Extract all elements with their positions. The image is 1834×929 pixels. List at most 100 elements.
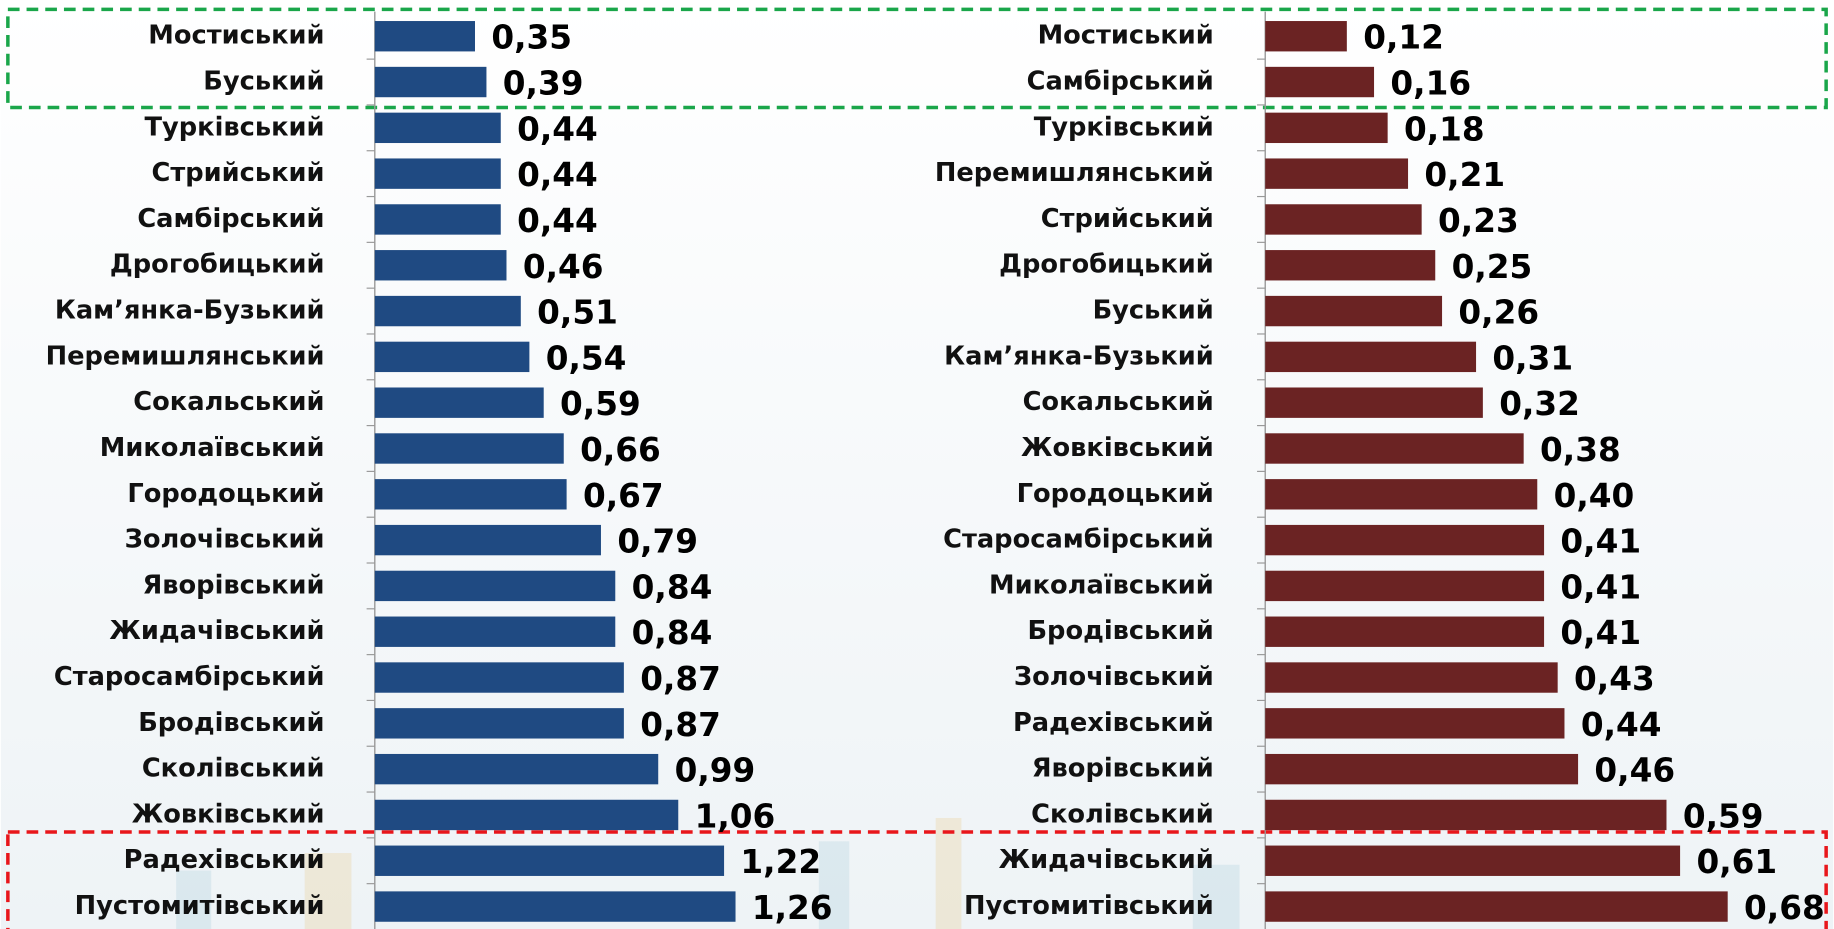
- bar: [374, 753, 659, 785]
- highlight-bottom: [6, 830, 1828, 929]
- value-label: 0,59: [560, 385, 641, 423]
- value-label: 0,68: [1744, 889, 1825, 927]
- value-label: 0,40: [1554, 477, 1635, 515]
- category-label: Золочівський: [125, 525, 325, 555]
- value-label: 0,61: [1696, 843, 1777, 881]
- bar: [374, 387, 544, 418]
- bar: [1265, 295, 1443, 327]
- value-label: 0,25: [1452, 248, 1533, 286]
- category-label: Жовківський: [132, 799, 325, 829]
- category-label: Яворівський: [1032, 754, 1214, 784]
- category-label: Старосамбірський: [54, 662, 325, 692]
- bar: [1265, 753, 1579, 785]
- bar: [1265, 708, 1565, 739]
- value-label: 0,67: [583, 477, 664, 515]
- bar: [1265, 799, 1667, 831]
- skyline: [176, 817, 1240, 929]
- category-label: Сколівський: [142, 754, 325, 784]
- value-label: 0,18: [1404, 110, 1485, 148]
- bar: [1265, 158, 1409, 189]
- category-label: Кам’янка-Бузький: [944, 341, 1214, 371]
- bar: [374, 433, 564, 464]
- value-label: 0,66: [580, 431, 661, 469]
- value-label: 0,12: [1363, 19, 1444, 57]
- category-label: Радехівський: [124, 845, 325, 875]
- value-label: 0,38: [1540, 431, 1621, 469]
- bar: [1265, 387, 1483, 418]
- category-label: Дрогобицький: [110, 250, 325, 280]
- bar: [374, 799, 679, 831]
- category-label: Городоцький: [127, 479, 324, 509]
- bar: [1265, 21, 1347, 52]
- value-label: 0,41: [1560, 614, 1641, 652]
- bar: [1265, 341, 1477, 373]
- category-label: Бродівський: [1027, 616, 1213, 646]
- category-label: Жидачівський: [109, 616, 324, 646]
- category-label: Самбірський: [1027, 67, 1214, 97]
- bar: [1265, 433, 1524, 464]
- bar: [1265, 112, 1388, 144]
- bar: [374, 479, 567, 510]
- category-label: Стрийський: [152, 158, 325, 188]
- highlight-top: [6, 7, 1828, 110]
- bar: [374, 66, 487, 98]
- value-label: 0,46: [1594, 752, 1675, 790]
- bar: [1265, 891, 1728, 922]
- category-label: Пустомитівський: [964, 891, 1214, 921]
- bar: [1265, 662, 1558, 693]
- value-label: 0,54: [546, 339, 627, 377]
- value-label: 0,44: [1581, 706, 1662, 744]
- value-label: 0,44: [517, 202, 598, 240]
- value-label: 0,41: [1560, 568, 1641, 606]
- category-label: Пустомитівський: [75, 891, 325, 921]
- category-label: Самбірський: [137, 204, 324, 234]
- bar: [1265, 570, 1545, 602]
- bar: [374, 21, 475, 52]
- category-label: Сколівський: [1031, 799, 1214, 829]
- bar: [374, 341, 530, 373]
- value-label: 0,44: [517, 110, 598, 148]
- bar: [374, 616, 616, 647]
- value-label: 0,26: [1458, 294, 1539, 332]
- category-label: Буський: [203, 67, 324, 97]
- value-label: 0,35: [491, 19, 572, 57]
- category-label: Радехівський: [1013, 708, 1214, 738]
- value-label: 0,84: [632, 614, 713, 652]
- value-label: 0,16: [1390, 65, 1471, 103]
- value-label: 0,84: [632, 568, 713, 606]
- category-label: Старосамбірський: [943, 525, 1214, 555]
- value-label: 0,44: [517, 156, 598, 194]
- bar: [1265, 616, 1545, 647]
- category-label: Сокальський: [133, 387, 324, 417]
- value-label: 0,39: [503, 65, 584, 103]
- bar: [1265, 524, 1545, 556]
- value-label: 0,32: [1499, 385, 1580, 423]
- category-label: Яворівський: [142, 570, 324, 600]
- bar: [374, 112, 501, 144]
- bar: [1265, 250, 1436, 281]
- category-label: Турківський: [144, 112, 324, 142]
- value-label: 0,87: [640, 660, 721, 698]
- category-label: Дрогобицький: [999, 250, 1214, 280]
- value-label: 0,59: [1683, 797, 1764, 835]
- value-label: 0,51: [537, 294, 618, 332]
- category-label: Перемишлянський: [935, 158, 1214, 188]
- bar: [374, 204, 501, 235]
- bar: [374, 295, 521, 327]
- value-label: 0,23: [1438, 202, 1519, 240]
- bar: [374, 250, 507, 281]
- bar: [374, 845, 725, 876]
- category-label: Мостиський: [148, 21, 324, 51]
- category-label: Миколаївський: [100, 433, 325, 463]
- bar: [1265, 66, 1375, 98]
- category-label: Стрийський: [1041, 204, 1214, 234]
- value-label: 0,21: [1424, 156, 1505, 194]
- category-label: Буський: [1093, 296, 1214, 326]
- category-label: Жидачівський: [999, 845, 1214, 875]
- bar: [1265, 204, 1422, 235]
- bar: [374, 708, 624, 739]
- category-label: Жовківський: [1021, 433, 1214, 463]
- bar: [374, 158, 501, 189]
